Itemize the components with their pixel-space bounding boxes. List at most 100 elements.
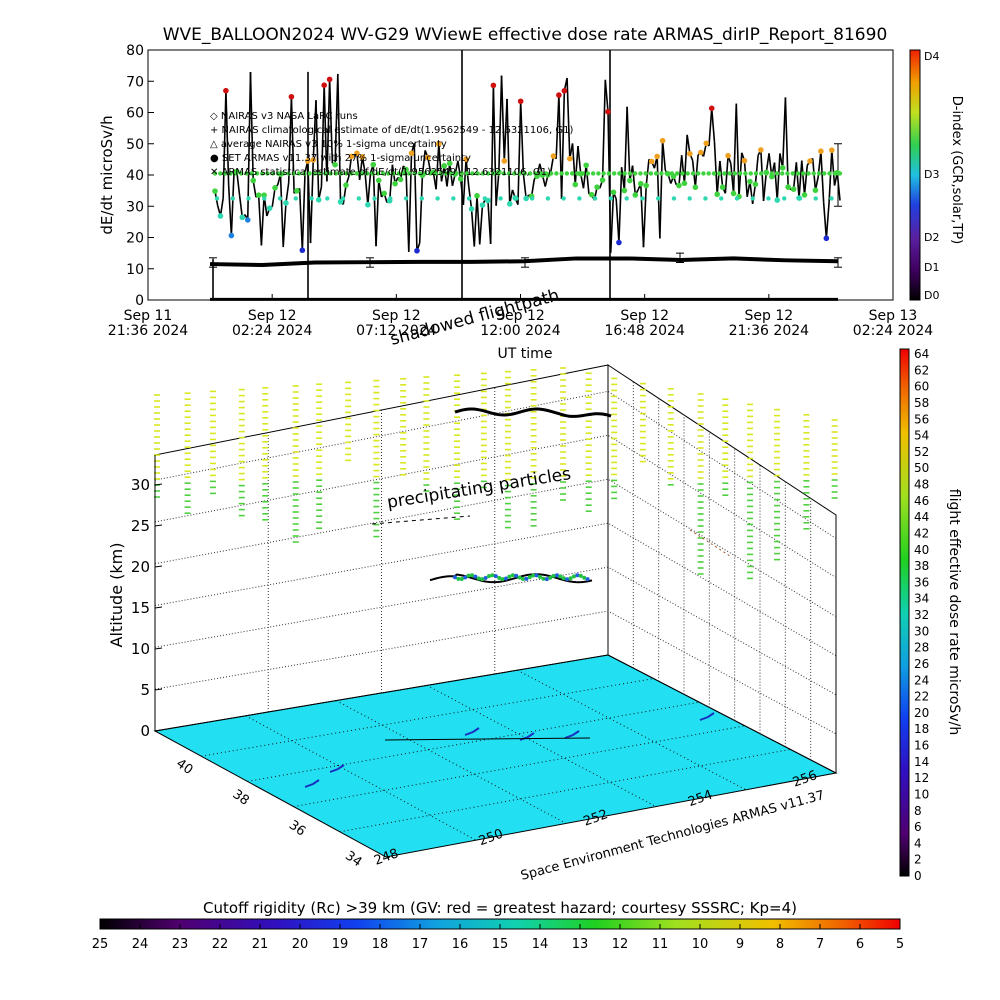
dose-point xyxy=(610,189,617,196)
altitude-axis: 0 5 10 15 20 25 30 xyxy=(131,455,163,740)
flight-dose-point xyxy=(565,577,570,582)
dose-point xyxy=(832,171,837,176)
flight-dose-tick-label: 28 xyxy=(914,641,929,655)
altitude-tick-label: 5 xyxy=(140,681,150,699)
dose-point xyxy=(801,171,806,176)
flight-dose-tick-label: 64 xyxy=(914,347,929,361)
trace-segment xyxy=(282,202,287,248)
dose-point xyxy=(690,171,696,176)
flight-dose-point xyxy=(493,574,498,579)
dose-point xyxy=(741,157,748,164)
dose-point xyxy=(354,171,360,176)
dose-point xyxy=(637,180,644,187)
trace-segment xyxy=(743,160,749,197)
trace-segment xyxy=(822,202,828,239)
precipitating-particle-columns xyxy=(153,367,838,580)
dose-point xyxy=(779,165,786,171)
dose-point xyxy=(818,148,824,155)
dose-point xyxy=(250,177,257,184)
trace-segment xyxy=(358,156,364,181)
altitude-tick-mark xyxy=(154,606,163,609)
flight-dose-point xyxy=(544,577,549,582)
trace-segment xyxy=(686,134,691,154)
dose-point xyxy=(348,153,355,160)
trace-segment xyxy=(388,164,394,201)
dose-point xyxy=(403,196,409,201)
dose-point xyxy=(228,171,233,176)
trace-segment xyxy=(238,195,244,218)
flight-dose-point xyxy=(504,576,508,581)
dose-point xyxy=(599,177,606,183)
dose-point xyxy=(561,87,568,94)
dose-point xyxy=(498,196,503,201)
altitude-tick-label: 25 xyxy=(131,517,150,535)
dose-point xyxy=(261,192,267,198)
dose-point xyxy=(262,196,267,201)
dose-point xyxy=(328,171,333,176)
dose-point xyxy=(296,171,302,176)
dose-point xyxy=(671,196,677,201)
altitude-tick-mark xyxy=(154,483,163,486)
altitude-axis-label: Altitude (km) xyxy=(107,543,126,648)
ground-gridline xyxy=(293,725,745,808)
x-tick-label-time: 12:00 2024 xyxy=(480,323,561,339)
dose-point xyxy=(323,171,328,176)
dose-point xyxy=(419,196,425,201)
dose-point xyxy=(370,171,375,176)
dose-point xyxy=(506,171,512,176)
dose-point xyxy=(299,247,306,254)
dose-point xyxy=(714,191,720,198)
dose-point xyxy=(255,192,262,198)
latitude-tick-label: 36 xyxy=(286,818,308,840)
trace-segment xyxy=(337,73,342,202)
flight-dose-colorbar-bar xyxy=(899,348,910,877)
dose-point xyxy=(648,171,654,176)
dose-point xyxy=(417,171,423,176)
flight-track-line xyxy=(429,573,593,584)
dose-point xyxy=(664,171,669,176)
shadowed-flightpath-line xyxy=(454,407,612,418)
dose-point xyxy=(698,149,704,156)
flight-dose-point xyxy=(541,576,546,581)
dose-point xyxy=(717,171,722,176)
altitude-tick-label: 30 xyxy=(131,476,150,494)
trace-segment xyxy=(831,150,836,186)
dose-point xyxy=(785,184,791,190)
dose-point xyxy=(785,171,790,176)
altitude-gridline xyxy=(154,522,837,657)
cutoff-tick-label: 21 xyxy=(252,937,269,952)
dose-point xyxy=(621,187,628,194)
cutoff-tick-label: 7 xyxy=(816,937,824,952)
dose-point xyxy=(527,171,533,176)
trace-segment xyxy=(462,159,467,205)
dose-point xyxy=(685,171,690,176)
dose-point xyxy=(214,196,220,201)
dose-point xyxy=(829,196,834,201)
dose-point xyxy=(223,87,229,94)
trace-segment xyxy=(560,90,566,200)
dose-point xyxy=(797,196,803,201)
trace-segment xyxy=(347,156,353,178)
trace-segment xyxy=(252,180,257,198)
trace-segment xyxy=(530,178,536,197)
cutoff-rigidity-ticks: 25 24 23 22 21 20 19 18 17 16 15 14 13 12 11 10 9 8 7 6 5 xyxy=(92,924,904,952)
trace-segment xyxy=(500,75,506,161)
flight-dose-point xyxy=(514,573,519,578)
dose-point xyxy=(750,196,755,201)
dose-point xyxy=(780,171,785,176)
legend-entry-nairas-uncertainty: △ average NAIRAS v3 10% 1-sigma uncertai… xyxy=(210,139,447,150)
dose-point xyxy=(422,171,428,176)
dose-point xyxy=(774,171,780,176)
ground-mark xyxy=(464,727,480,736)
latitude-tick-label: 38 xyxy=(230,787,252,809)
dose-point xyxy=(522,171,528,176)
x-tick-label-date: Sep 12 xyxy=(372,308,421,324)
dose-point xyxy=(312,171,317,176)
trace-segment xyxy=(271,187,276,207)
dose-point xyxy=(580,171,585,176)
flight-dose-tick-label: 30 xyxy=(914,624,929,638)
trace-segment xyxy=(323,85,328,182)
flight-dose-tick-label: 44 xyxy=(914,510,929,524)
dose-point xyxy=(281,171,286,176)
trace-segment xyxy=(825,202,830,239)
